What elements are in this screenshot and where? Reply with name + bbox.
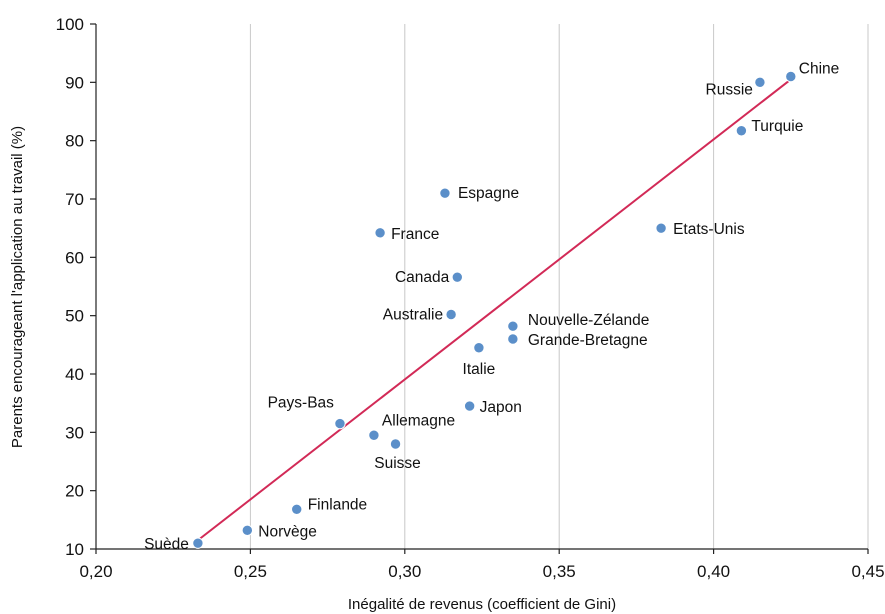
data-point (655, 222, 667, 234)
point-label: Australie (383, 307, 443, 324)
y-tick-label: 10 (65, 540, 84, 559)
point-label: Allemagne (382, 412, 455, 429)
data-point (439, 187, 451, 199)
point-label: Turquie (751, 118, 803, 135)
y-tick-label: 60 (65, 248, 84, 267)
data-point (785, 70, 797, 83)
point-label: Norvège (258, 523, 317, 540)
y-tick-label: 30 (65, 423, 84, 442)
data-point (241, 524, 254, 537)
point-label: Suisse (374, 455, 421, 472)
data-point (473, 342, 485, 354)
x-axis-title: Inégalité de revenus (coefficient de Gin… (348, 596, 616, 613)
point-labels: Suède Norvège Finlande Pays-Bas Allemagne Sui… (144, 61, 839, 554)
point-label: Pays-Bas (268, 395, 335, 412)
tick-labels: 0,20 0,25 0,30 0,35 0,40 0,45 10 20 30 40 50 60 70 80… (56, 15, 885, 581)
data-point (291, 503, 303, 516)
point-label: Espagne (458, 185, 519, 202)
x-tick-label: 0,35 (543, 562, 576, 581)
data-point (192, 537, 204, 549)
axes (95, 24, 868, 550)
point-label: Japon (480, 399, 522, 416)
y-tick-label: 50 (65, 307, 84, 326)
x-tick-label: 0,45 (851, 562, 884, 581)
point-label: Etats-Unis (673, 221, 745, 238)
point-label: France (391, 226, 439, 243)
x-tick-label: 0,30 (388, 562, 421, 581)
x-tick-label: 0,20 (79, 562, 112, 581)
point-label: Russie (706, 81, 753, 98)
point-label: Canada (395, 269, 450, 286)
data-point (451, 271, 463, 283)
point-label: Grande-Bretagne (528, 332, 648, 349)
data-point (389, 438, 402, 450)
data-points (192, 70, 797, 549)
y-tick-label: 90 (65, 73, 84, 92)
data-point (374, 227, 386, 239)
y-tick-label: 80 (65, 132, 84, 151)
point-label: Nouvelle-Zélande (528, 312, 650, 329)
data-point (507, 320, 519, 332)
data-point (735, 125, 748, 137)
grid (249, 24, 869, 549)
data-point (463, 400, 476, 412)
data-point (368, 429, 380, 441)
trendline (197, 78, 792, 542)
data-point (334, 417, 346, 430)
data-point (445, 308, 457, 321)
point-label: Italie (463, 361, 496, 378)
data-point (754, 76, 766, 89)
point-label: Chine (799, 61, 840, 78)
y-tick-label: 40 (65, 365, 84, 384)
x-tick-label: 0,40 (697, 562, 730, 581)
y-tick-label: 100 (56, 15, 84, 34)
point-label: Finlande (308, 496, 367, 513)
y-tick-label: 20 (65, 482, 84, 501)
point-label: Suède (144, 536, 189, 553)
data-point (507, 333, 519, 345)
y-tick-label: 70 (65, 190, 84, 209)
x-tick-label: 0,25 (234, 562, 267, 581)
trend-line (197, 78, 792, 542)
y-axis-title: Parents encourageant l'application au tr… (9, 126, 26, 448)
